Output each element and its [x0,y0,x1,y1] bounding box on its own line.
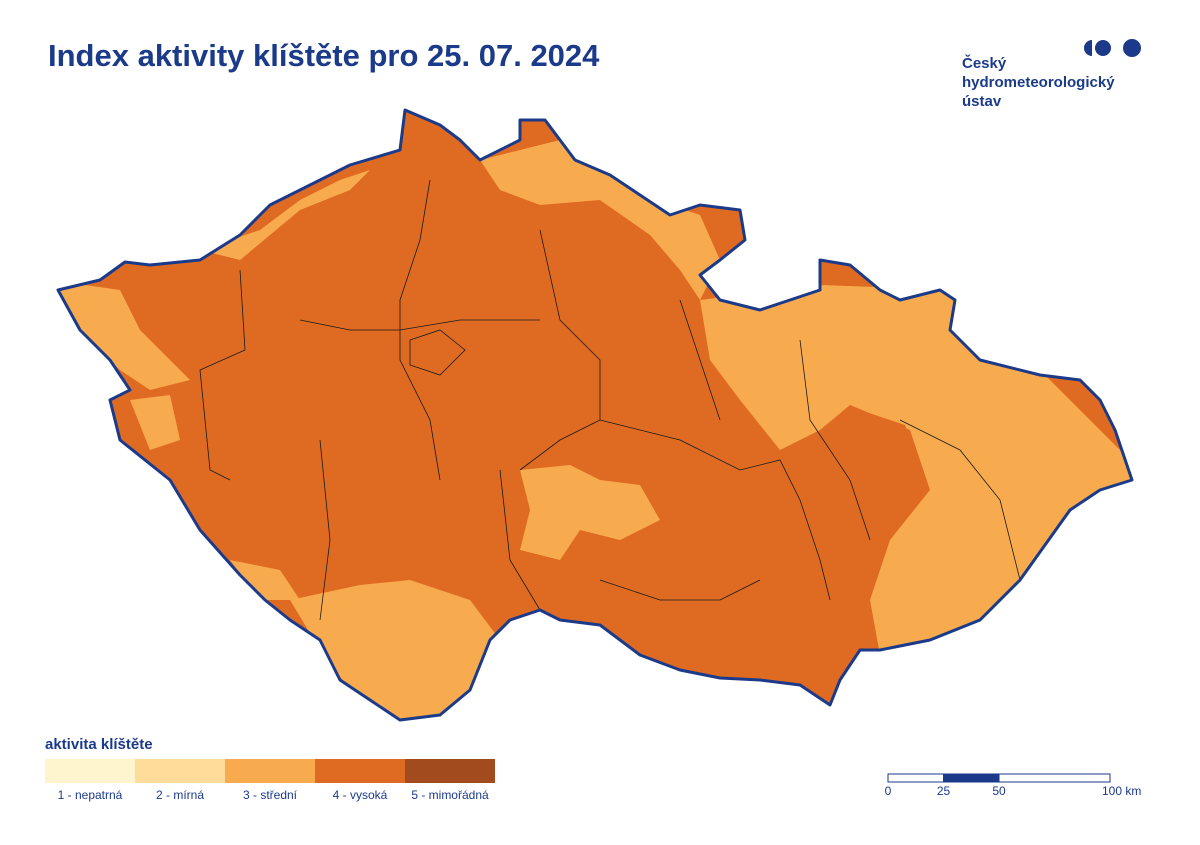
high-area [820,410,925,560]
district-border [499,469,541,611]
scale-segment [887,773,944,783]
district-border [409,329,466,376]
map-title: Index aktivity klíštěte pro 25. 07. 2024 [48,38,600,73]
legend-label: 1 - nepatrná [58,788,123,802]
legend-swatch [45,759,135,783]
district-borders [199,179,1021,621]
legend-label: 4 - vysoká [333,788,388,802]
legend-swatch [315,759,405,783]
medium-area [130,395,180,450]
legend-swatch [405,759,495,783]
medium-area [290,580,500,720]
scale-segment [943,773,1000,783]
district-border [319,439,331,621]
legend-swatch [225,759,315,783]
medium-area [480,140,720,300]
district-border [199,269,246,481]
legend-label: 3 - střední [243,788,298,802]
logo: Český hydrometeorologický ústav [962,39,1141,110]
logo-mark [1123,39,1141,57]
legend-title: aktivita klíštěte [45,736,153,753]
district-border [299,319,540,331]
legend-label: 2 - mírná [156,788,204,802]
scale-label: 100 km [1102,784,1141,798]
medium-area [700,285,1132,655]
logo-text: hydrometeorologický [962,74,1115,91]
logo-text: ústav [962,93,1002,110]
scale-segment [998,773,1111,783]
scale-label: 25 [937,784,951,798]
map-fill [58,110,1132,720]
medium-area [58,280,190,390]
medium-area [230,560,300,600]
district-border [599,579,761,601]
scale-label: 0 [885,784,892,798]
legend-label: 5 - mimořádná [411,788,489,802]
logo-mark [1095,40,1111,56]
logo-mark [1084,40,1092,56]
legend-swatch [135,759,225,783]
district-border [799,339,871,541]
medium-area [520,465,660,560]
scale-bar: 0 25 50 100 km [885,773,1141,798]
legend: 1 - nepatrná 2 - mírná 3 - střední 4 - vyso… [45,759,495,802]
district-border [899,419,1021,581]
logo-text: Český [962,54,1007,72]
medium-area [200,170,370,260]
district-border [519,229,601,471]
district-border [599,419,831,601]
district-border [679,299,721,421]
scale-label: 50 [992,784,1006,798]
